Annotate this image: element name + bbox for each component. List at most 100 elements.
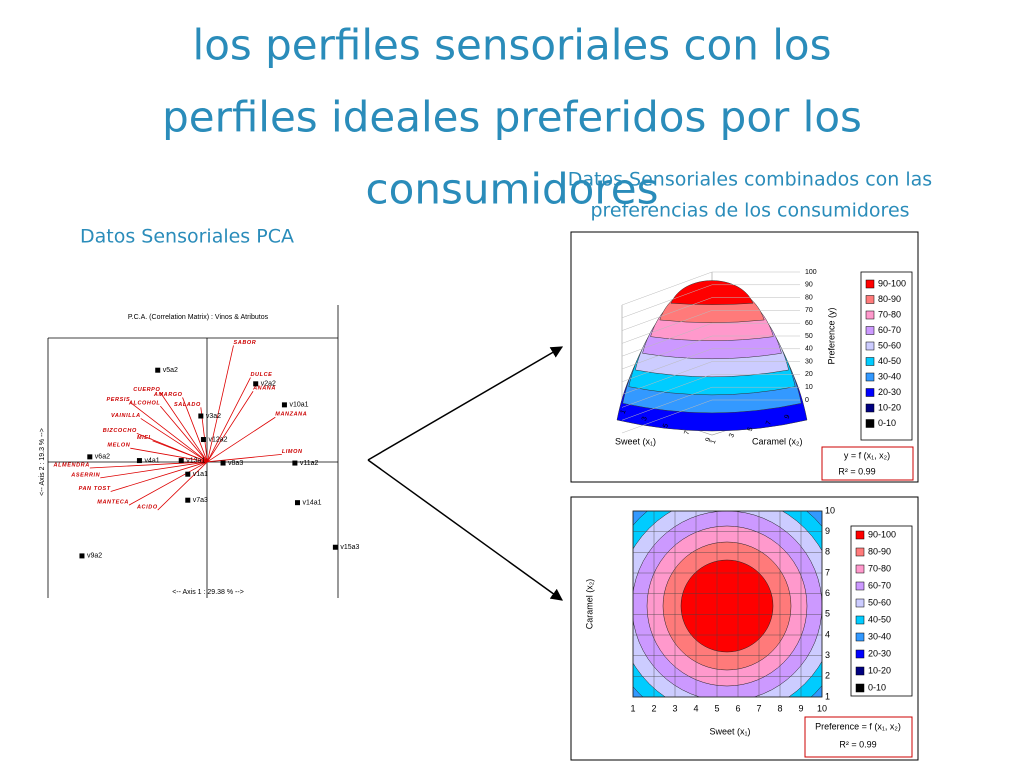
observation-point — [200, 437, 206, 443]
z-tick-label: 10 — [805, 384, 813, 391]
legend-swatch — [865, 295, 875, 304]
loading-vector — [89, 461, 208, 469]
loading-vector — [160, 405, 208, 463]
observation-label: v1a1 — [193, 471, 208, 478]
z-tick-label: 20 — [805, 371, 813, 378]
observation-label: v15a3 — [340, 544, 359, 551]
z-tick-label: 70 — [805, 307, 813, 314]
variable-label: BIZCOCHO — [103, 428, 137, 434]
surface-band — [670, 280, 754, 305]
pca-frame — [47, 305, 339, 598]
y-tick-label: 4 — [825, 629, 830, 639]
subtitle-left: Datos Sensoriales PCA — [80, 226, 294, 248]
z-tick-label: 80 — [805, 294, 813, 301]
legend-swatch — [865, 341, 875, 351]
loading-vector — [110, 461, 208, 492]
x-tick-label: 4 — [693, 703, 698, 713]
loading-vector — [207, 377, 251, 462]
legend-swatch — [855, 683, 865, 693]
z-tick-label: 90 — [805, 282, 813, 289]
loading-vector — [207, 453, 282, 463]
grid-line — [621, 284, 713, 319]
x-tick-label: 7 — [683, 430, 691, 436]
grid-line — [621, 322, 713, 357]
observation-point — [155, 367, 161, 373]
legend-swatch — [865, 326, 875, 335]
variable-label: VAINILLA — [111, 413, 141, 419]
observation-point — [185, 497, 191, 503]
z-axis-label: Preference (y) — [826, 307, 836, 364]
legend-swatch — [855, 547, 865, 557]
formula: R² = 0.99 — [838, 466, 875, 476]
x-tick-label: 6 — [735, 703, 740, 713]
observation-point — [295, 500, 301, 506]
z-tick-label: 40 — [805, 346, 813, 353]
observation-point — [87, 454, 93, 460]
legend-swatch — [865, 403, 875, 413]
legend-label: 40-50 — [868, 614, 891, 624]
legend-label: 40-50 — [878, 356, 901, 366]
y-axis-label: Caramel (x₂) — [752, 436, 803, 446]
loading-vector — [160, 392, 208, 463]
contour-band — [680, 559, 774, 653]
legend-swatch — [865, 310, 875, 320]
y-tick-label: 5 — [747, 426, 755, 432]
arrow — [367, 459, 563, 601]
z-tick-label: 0 — [805, 397, 809, 404]
grid-line — [621, 386, 713, 421]
grid-line — [621, 399, 713, 434]
x-tick-label: 7 — [756, 703, 761, 713]
y-tick-label: 9 — [825, 526, 830, 536]
variable-label: LIMON — [282, 449, 303, 455]
legend-swatch — [855, 530, 865, 540]
title-line: consumidores — [366, 165, 659, 214]
grid-line — [621, 310, 713, 344]
y-tick-label: 2 — [825, 671, 830, 681]
variable-label: ALMENDRA — [53, 462, 90, 468]
variable-label: PERSIS — [107, 397, 131, 403]
legend-label: 50-60 — [868, 597, 891, 607]
loading-vector — [130, 402, 208, 463]
observation-point — [198, 413, 204, 419]
x-tick-label: 3 — [641, 416, 649, 422]
legend-label: 30-40 — [878, 371, 901, 381]
y-axis-label: Caramel (x₂) — [584, 579, 594, 630]
surface-dome — [616, 280, 808, 432]
x-tick-label: 1 — [630, 703, 635, 713]
x-tick-label: 5 — [714, 703, 719, 713]
variable-label: MANZANA — [275, 412, 307, 418]
subtitle-right: Datos Sensoriales combinados con las — [568, 169, 932, 191]
legend-swatch — [855, 666, 865, 676]
legend-label: 20-30 — [868, 648, 891, 658]
legend-label: 90-100 — [868, 529, 896, 539]
loading-vector — [206, 345, 234, 462]
legend-label: 20-30 — [878, 387, 901, 397]
y-tick-label: 10 — [825, 505, 835, 515]
x-tick-label: 8 — [777, 703, 782, 713]
variable-label: PAN TOST — [79, 486, 111, 492]
variable-label: AMARGO — [153, 392, 183, 398]
observation-label: v11a2 — [300, 460, 319, 467]
observation-label: v3a2 — [206, 413, 221, 420]
loading-vector — [207, 416, 276, 463]
observation-point — [220, 460, 226, 466]
grid-line — [621, 271, 713, 306]
observation-point — [178, 458, 184, 464]
loading-vector — [100, 461, 208, 479]
legend-swatch — [865, 388, 875, 397]
variable-label: DULCE — [250, 372, 272, 378]
legend-label: 10-20 — [878, 402, 901, 412]
observation-point — [185, 471, 191, 477]
y-tick-label: 7 — [765, 420, 773, 426]
x-tick-label: 9 — [705, 437, 713, 443]
x-axis-label: Sweet (x₁) — [709, 726, 750, 736]
grid-line — [621, 374, 713, 408]
grid-line — [621, 348, 713, 383]
observation-label: v9a2 — [87, 553, 102, 560]
y-tick-label: 3 — [825, 650, 830, 660]
loading-vector — [207, 391, 254, 463]
formula: y = f (x₁, x₂) — [844, 450, 890, 460]
y-axis-label: <-- Axis 2 : 19.3 % --> — [39, 428, 46, 496]
legend-label: 80-90 — [868, 546, 891, 556]
z-tick-label: 60 — [805, 320, 813, 327]
